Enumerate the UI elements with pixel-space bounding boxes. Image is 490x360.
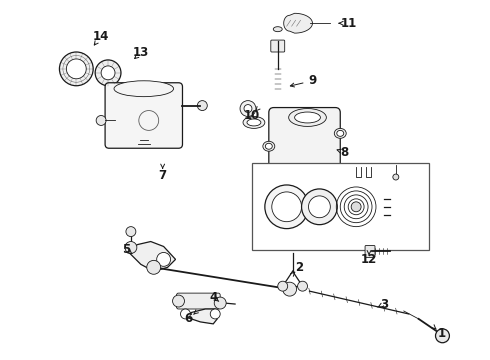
- Text: 4: 4: [209, 291, 218, 303]
- FancyBboxPatch shape: [271, 40, 285, 52]
- Text: 5: 5: [122, 243, 130, 256]
- Circle shape: [240, 100, 256, 117]
- Ellipse shape: [337, 130, 343, 136]
- Circle shape: [351, 202, 361, 212]
- Circle shape: [172, 295, 184, 307]
- Text: 11: 11: [341, 17, 357, 30]
- Polygon shape: [185, 309, 217, 324]
- Circle shape: [436, 329, 449, 343]
- FancyBboxPatch shape: [176, 293, 220, 309]
- Ellipse shape: [334, 129, 346, 138]
- Circle shape: [214, 297, 226, 309]
- Circle shape: [96, 116, 106, 125]
- Ellipse shape: [273, 27, 282, 32]
- Circle shape: [297, 281, 308, 291]
- Text: 1: 1: [438, 327, 445, 340]
- Circle shape: [157, 252, 171, 266]
- Circle shape: [66, 59, 86, 79]
- Polygon shape: [284, 13, 313, 33]
- Circle shape: [309, 196, 330, 218]
- Ellipse shape: [294, 112, 320, 123]
- Ellipse shape: [243, 117, 265, 129]
- Text: 8: 8: [340, 146, 348, 159]
- Circle shape: [272, 192, 301, 222]
- Text: 6: 6: [184, 312, 193, 325]
- Circle shape: [147, 260, 161, 274]
- Text: 3: 3: [380, 297, 388, 311]
- Ellipse shape: [266, 143, 272, 149]
- Text: 7: 7: [159, 168, 167, 181]
- Ellipse shape: [263, 141, 275, 151]
- Circle shape: [59, 52, 93, 86]
- Text: 13: 13: [133, 46, 149, 59]
- Ellipse shape: [114, 81, 173, 96]
- Text: 2: 2: [295, 261, 304, 274]
- Circle shape: [101, 66, 115, 80]
- Text: 9: 9: [308, 74, 317, 87]
- Polygon shape: [126, 242, 175, 271]
- Bar: [252, 163, 429, 251]
- Circle shape: [301, 189, 337, 225]
- Circle shape: [125, 242, 137, 253]
- Circle shape: [180, 309, 191, 319]
- Circle shape: [126, 227, 136, 237]
- Text: 10: 10: [244, 109, 260, 122]
- Circle shape: [283, 282, 296, 296]
- FancyBboxPatch shape: [105, 83, 182, 148]
- Text: 12: 12: [361, 253, 377, 266]
- FancyBboxPatch shape: [269, 108, 340, 169]
- Circle shape: [278, 281, 288, 291]
- Circle shape: [210, 309, 220, 319]
- Ellipse shape: [247, 119, 261, 126]
- Circle shape: [95, 60, 121, 86]
- Circle shape: [265, 185, 309, 229]
- Circle shape: [244, 105, 252, 113]
- Text: 14: 14: [93, 30, 109, 42]
- Circle shape: [197, 100, 207, 111]
- Circle shape: [393, 174, 399, 180]
- FancyBboxPatch shape: [365, 246, 375, 257]
- Ellipse shape: [289, 109, 326, 126]
